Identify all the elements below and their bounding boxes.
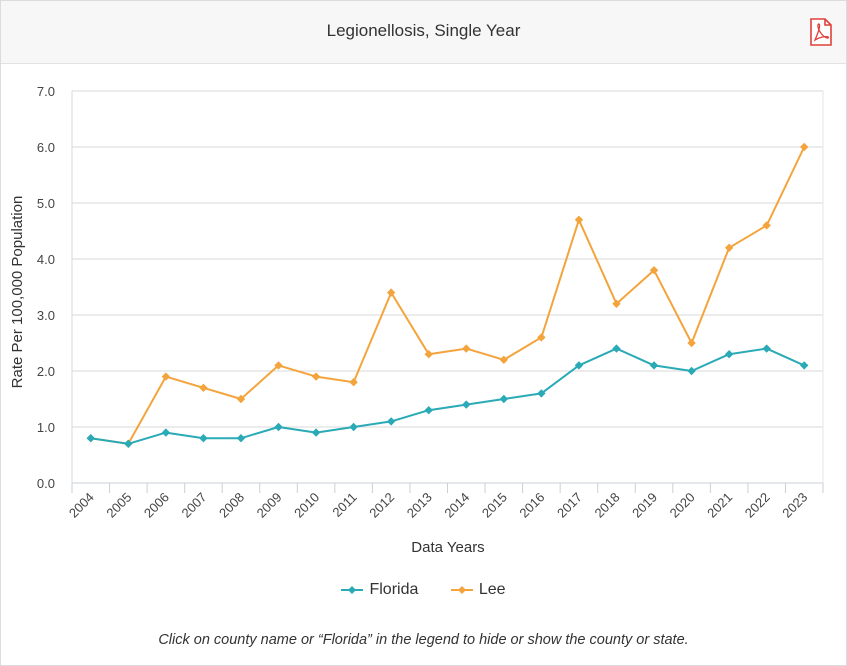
legend-item-florida[interactable]: Florida [341, 581, 418, 599]
point-florida-2006 [161, 428, 171, 437]
series-lee [86, 142, 809, 448]
x-tick-label-2013: 2013 [404, 490, 435, 521]
footnote: Click on county name or “Florida” in the… [158, 632, 689, 648]
point-lee-2006 [161, 372, 171, 381]
point-florida-2010 [311, 428, 321, 437]
x-tick-label-2019: 2019 [629, 490, 660, 521]
point-florida-2015 [499, 394, 509, 404]
point-lee-2008 [236, 394, 246, 404]
y-tick-label-0: 0.0 [37, 476, 55, 491]
legend-label-florida: Florida [369, 581, 419, 598]
point-florida-2019 [649, 361, 659, 370]
point-lee-2012 [386, 288, 396, 297]
chart-title: Legionellosis, Single Year [326, 21, 521, 40]
point-lee-2021 [724, 243, 734, 252]
point-florida-2007 [199, 434, 208, 443]
x-tick-label-2005: 2005 [103, 490, 134, 521]
legend-symbol-florida [341, 586, 364, 594]
y-tick-label-7: 7.0 [37, 84, 55, 99]
point-florida-2016 [537, 389, 546, 398]
y-tick-label-2: 2.0 [37, 364, 55, 379]
y-tick-label-6: 6.0 [37, 140, 55, 155]
point-lee-2020 [687, 338, 696, 348]
x-tick-label-2014: 2014 [441, 490, 472, 521]
point-lee-2007 [199, 383, 208, 392]
point-florida-2009 [274, 422, 283, 432]
x-tick-label-2007: 2007 [178, 490, 209, 521]
x-tick-label-2012: 2012 [366, 490, 397, 521]
x-tick-label-2020: 2020 [667, 490, 698, 521]
point-florida-2014 [462, 400, 471, 409]
grid [71, 90, 824, 484]
axes: 0.0 1.0 2.0 3.0 4.0 5.0 6.0 7.0 2004 2005 2006 2007… [37, 84, 824, 521]
point-lee-2017 [574, 215, 584, 224]
x-tick-label-2016: 2016 [516, 490, 547, 521]
point-florida-2005 [124, 439, 133, 448]
x-tick-label-2022: 2022 [742, 490, 773, 521]
x-tick-label-2011: 2011 [329, 490, 359, 520]
legend-item-lee[interactable]: Lee [450, 581, 506, 599]
x-tick-label-2008: 2008 [216, 490, 247, 521]
point-florida-2011 [349, 422, 358, 432]
series-line-lee [90, 146, 806, 445]
point-florida-2012 [386, 417, 396, 426]
y-tick-label-1: 1.0 [37, 420, 55, 435]
y-axis-title: Rate Per 100,000 Population [9, 196, 26, 389]
point-florida-2004 [86, 434, 95, 443]
point-lee-2009 [274, 361, 283, 370]
series-line-florida [90, 347, 805, 445]
point-florida-2022 [762, 344, 771, 353]
x-tick-label-2009: 2009 [254, 490, 285, 521]
x-tick-label-2017: 2017 [554, 490, 585, 521]
point-lee-2011 [349, 378, 358, 387]
legend-label-lee: Lee [478, 581, 506, 598]
y-tick-label-5: 5.0 [37, 196, 55, 211]
series-layer [86, 142, 809, 448]
point-lee-2013 [424, 350, 433, 359]
point-lee-2016 [537, 333, 546, 342]
point-lee-2019 [649, 266, 659, 275]
x-axis-title: Data Years [411, 539, 484, 556]
point-lee-2018 [612, 299, 621, 308]
x-tick-label-2015: 2015 [479, 490, 510, 521]
y-tick-label-3: 3.0 [37, 308, 55, 323]
x-tick-label-2018: 2018 [592, 490, 623, 521]
x-tick-label-2010: 2010 [291, 490, 322, 521]
legend-symbol-lee [450, 586, 473, 594]
pdf-icon [810, 18, 832, 46]
point-florida-2013 [424, 406, 433, 415]
legend: Florida Lee [1, 581, 846, 601]
pdf-export-button[interactable] [808, 18, 834, 46]
point-florida-2020 [687, 366, 696, 376]
point-lee-2014 [462, 344, 471, 353]
point-florida-2017 [574, 361, 584, 370]
series-florida [86, 344, 809, 448]
point-florida-2018 [612, 344, 621, 353]
point-florida-2008 [236, 434, 246, 443]
line-chart: 0.0 1.0 2.0 3.0 4.0 5.0 6.0 7.0 2004 2005 2006 2007… [9, 84, 824, 556]
point-lee-2022 [762, 221, 771, 230]
point-florida-2021 [724, 350, 734, 359]
point-lee-2015 [499, 355, 509, 364]
point-lee-2023 [800, 142, 809, 152]
x-tick-label-2006: 2006 [141, 490, 172, 521]
x-tick-label-2021: 2021 [704, 490, 735, 521]
point-lee-2010 [311, 372, 321, 381]
x-tick-label-2004: 2004 [66, 490, 97, 521]
x-tick-label-2023: 2023 [779, 490, 810, 521]
panel-header: Legionellosis, Single Year [1, 1, 846, 64]
point-florida-2023 [800, 361, 809, 370]
y-tick-label-4: 4.0 [37, 252, 55, 267]
